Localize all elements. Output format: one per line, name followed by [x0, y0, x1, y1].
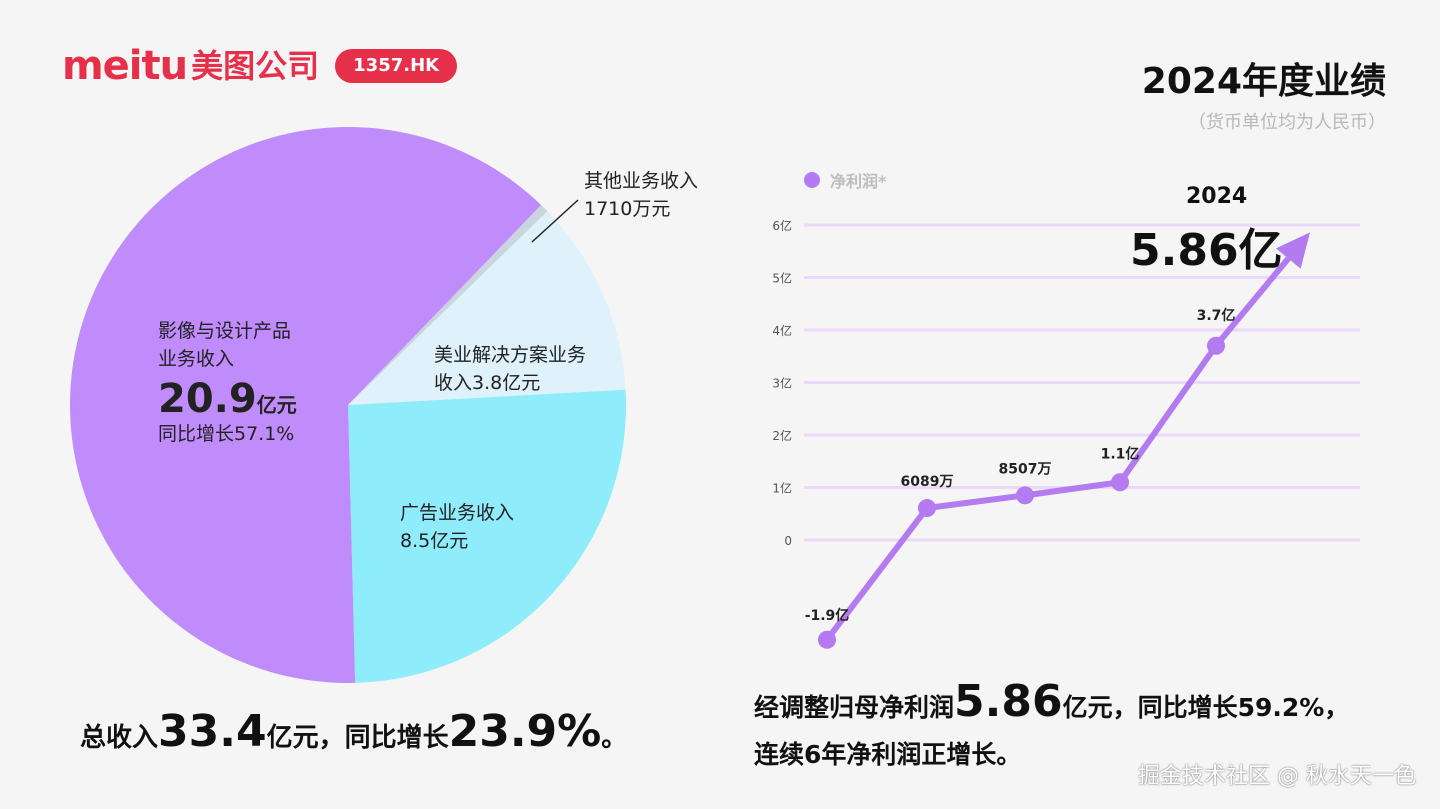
- y-tick-label: 2亿: [772, 428, 792, 443]
- line-legend: 净利润*: [804, 168, 886, 192]
- pie-label-other-line2: 1710万元: [584, 197, 671, 220]
- currency-note: （货币单位均为人民币）: [1188, 112, 1386, 133]
- y-tick-label: 1亿: [772, 481, 792, 496]
- pie-label-imaging-value: 20.9: [158, 376, 257, 423]
- pie-slice-other: [348, 205, 548, 405]
- y-tick-label: 3亿: [772, 376, 792, 391]
- legend-dot-icon: [804, 172, 820, 188]
- pie-label-beauty-line1: 美业解决方案业务: [434, 344, 587, 366]
- ticker-badge: 1357.HK: [335, 49, 458, 83]
- data-point: [1207, 336, 1225, 355]
- highlight-year: 2024: [1186, 184, 1248, 209]
- data-point: [818, 630, 836, 649]
- watermark: 掘金技术社区 @ 秋水天一色: [1138, 764, 1416, 789]
- pie-label-other: 其他业务收入 1710万元: [584, 168, 698, 223]
- total-value: 33.4: [158, 706, 267, 757]
- company-logo: meitu 美图公司 1357.HK: [62, 43, 458, 89]
- data-label: 1.1亿: [1101, 445, 1140, 462]
- total-prefix: 总收入: [80, 723, 159, 753]
- data-label: 3.7亿: [1197, 307, 1236, 324]
- summary-prefix: 经调整归母净利润: [754, 693, 955, 722]
- logo-chinese-name: 美图公司: [191, 47, 320, 85]
- y-tick-label: 0: [784, 534, 792, 548]
- pie-label-advertising-line1: 广告业务收入: [400, 502, 515, 524]
- pie-label-imaging-line2: 业务收入: [158, 347, 235, 370]
- data-label: 6089万: [901, 474, 954, 490]
- pie-slice-advertising: [348, 389, 626, 683]
- pie-slice-beauty: [348, 211, 626, 405]
- total-growth: 23.9%: [448, 706, 602, 757]
- pie-label-advertising-line2: 8.5亿元: [400, 529, 469, 552]
- net-profit-series-line: [824, 256, 1291, 642]
- pie-label-imaging-unit: 亿元: [256, 393, 297, 418]
- summary-line1: 经调整归母净利润5.86亿元，同比增长59.2%，: [754, 668, 1349, 736]
- revenue-pie-chart: [70, 127, 626, 684]
- pie-label-beauty-line2: 收入3.8亿元: [434, 371, 541, 394]
- net-profit-line-chart: 0 1亿 2亿 3亿 4亿 5亿 6亿 -1.9亿 6089万 8507万 1.1亿 3.7亿: [772, 218, 1360, 649]
- total-suffix: 。: [601, 723, 628, 753]
- y-tick-label: 6亿: [772, 218, 792, 233]
- data-label: -1.9亿: [805, 607, 850, 624]
- summary-suffix: 亿元，同比增长59.2%，: [1062, 693, 1350, 722]
- pie-label-advertising: 广告业务收入 8.5亿元: [400, 500, 514, 555]
- pie-label-imaging: 影像与设计产品 业务收入 20.9亿元 同比增长57.1%: [158, 318, 297, 449]
- page-title: 2024年度业绩: [1141, 61, 1386, 102]
- highlight-value: 5.86亿: [1130, 225, 1283, 276]
- summary-value: 5.86: [954, 676, 1063, 727]
- pie-label-imaging-line1: 影像与设计产品: [158, 320, 292, 342]
- data-point: [1111, 473, 1129, 492]
- summary-line2: 连续6年净利润正增长。: [754, 740, 1022, 770]
- y-tick-label: 5亿: [772, 271, 792, 286]
- total-revenue-statement: 总收入33.4亿元，同比增长23.9%。: [80, 706, 627, 757]
- y-tick-label: 4亿: [772, 323, 792, 338]
- total-unit: 亿元: [266, 723, 319, 753]
- data-label: 8507万: [999, 461, 1052, 477]
- legend-label: 净利润*: [830, 172, 887, 191]
- arrow-head-icon: [1275, 232, 1310, 269]
- total-mid: ，同比增长: [318, 723, 449, 753]
- data-point: [1016, 486, 1034, 505]
- data-point: [918, 499, 936, 518]
- pie-slice-imaging: [70, 127, 542, 684]
- pie-label-beauty: 美业解决方案业务 收入3.8亿元: [434, 342, 586, 397]
- pie-label-other-line1: 其他业务收入: [584, 170, 699, 192]
- profit-summary: 经调整归母净利润5.86亿元，同比增长59.2%， 连续6年净利润正增长。: [754, 668, 1349, 775]
- logo-wordmark: meitu: [62, 43, 188, 89]
- pie-label-imaging-growth: 同比增长57.1%: [158, 423, 295, 446]
- pie-leader-line-other: [531, 199, 579, 243]
